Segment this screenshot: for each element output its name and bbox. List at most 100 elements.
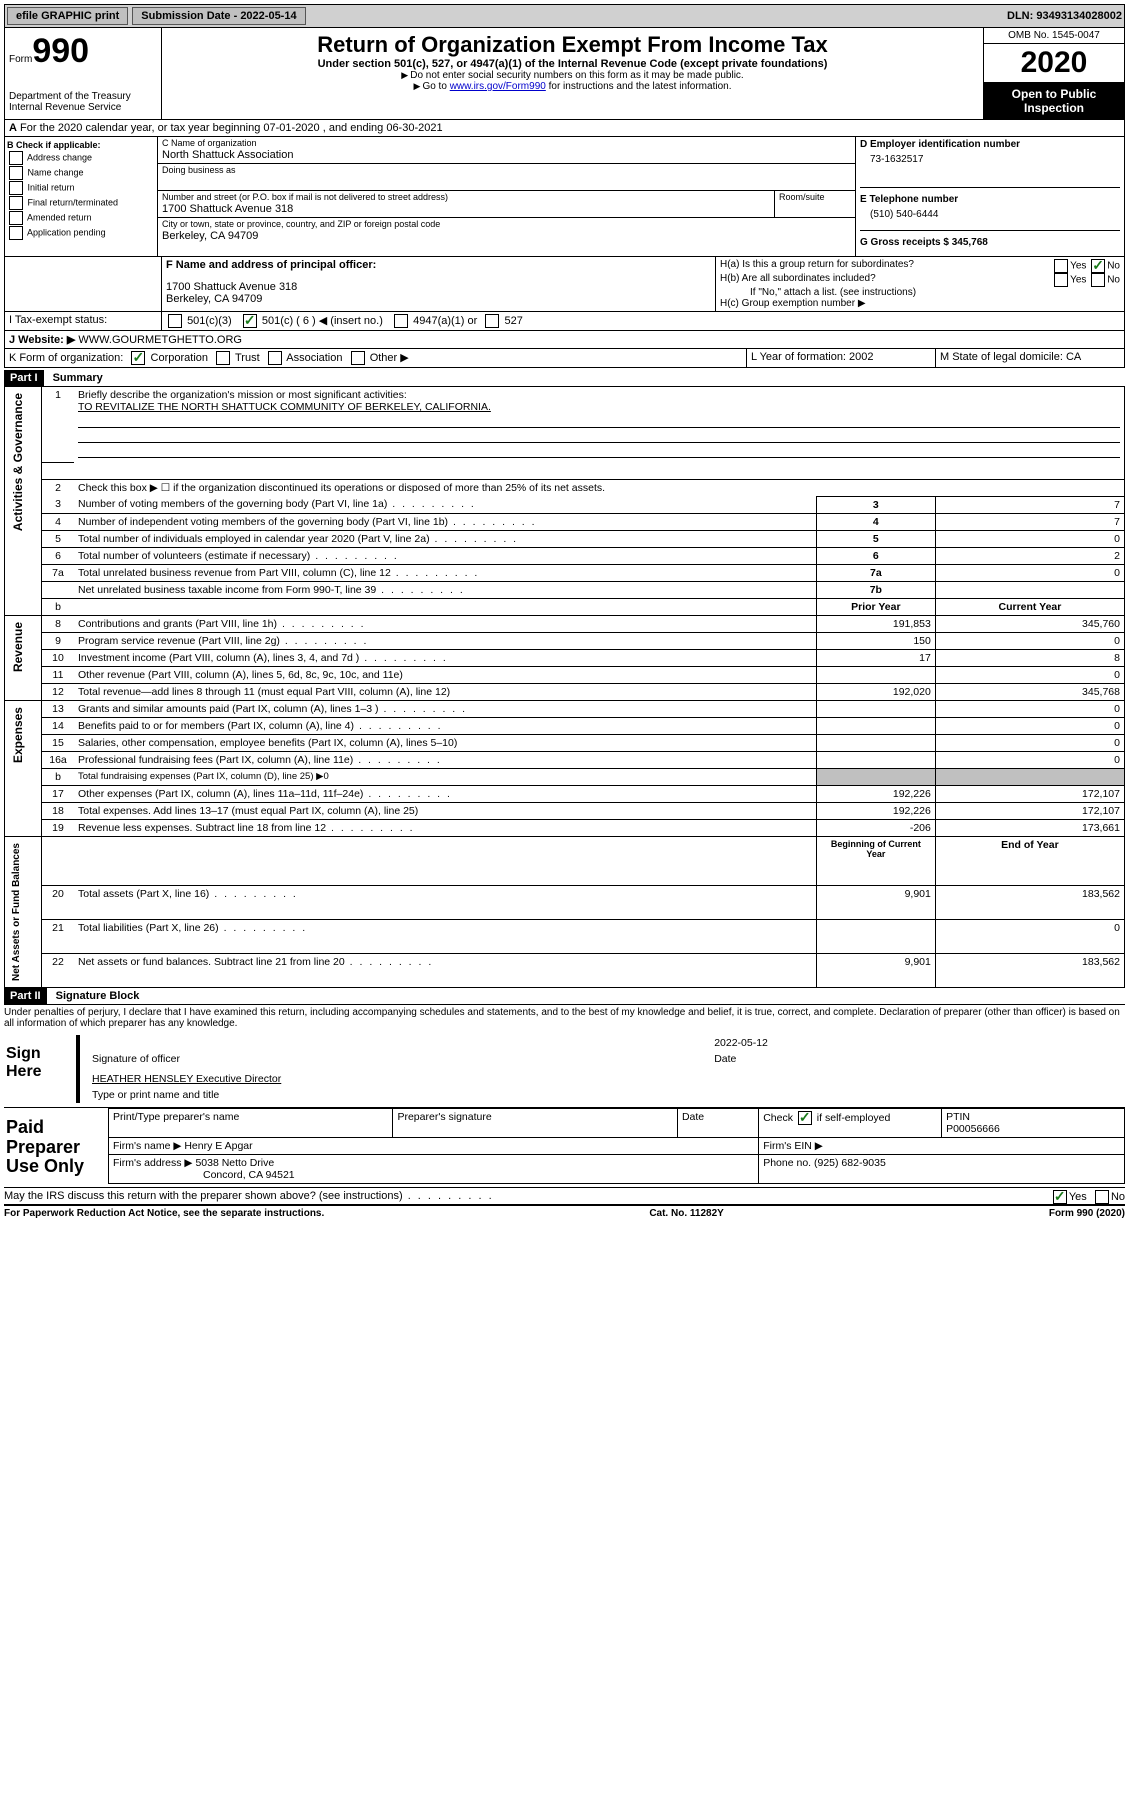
- officer-name: HEATHER HENSLEY Executive Director: [92, 1073, 281, 1085]
- row17-cy: 172,107: [935, 785, 1124, 802]
- org-name: North Shattuck Association: [158, 149, 855, 163]
- row5-text: Total number of individuals employed in …: [78, 533, 430, 545]
- officer-addr1: 1700 Shattuck Avenue 318: [166, 281, 711, 293]
- sign-here-label: Sign Here: [4, 1035, 76, 1091]
- col-begin-year: Beginning of Current Year: [816, 836, 935, 886]
- row19-cy: 173,661: [935, 819, 1124, 836]
- trust-label: Trust: [235, 352, 260, 364]
- omb-number: OMB No. 1545-0047: [984, 28, 1124, 44]
- ha-no-checkbox[interactable]: [1091, 259, 1105, 273]
- amended-return-checkbox[interactable]: [9, 211, 23, 225]
- row11-py: [816, 666, 935, 683]
- self-employed-checkbox[interactable]: [798, 1111, 812, 1125]
- discuss-yes-checkbox[interactable]: [1053, 1190, 1067, 1204]
- corp-checkbox[interactable]: [131, 351, 145, 365]
- row17-text: Other expenses (Part IX, column (A), lin…: [78, 788, 363, 800]
- firm-ein-label: Firm's EIN ▶: [759, 1137, 1125, 1154]
- other-checkbox[interactable]: [351, 351, 365, 365]
- side-activities: Activities & Governance: [9, 389, 27, 535]
- yes-label2: Yes: [1070, 275, 1086, 286]
- row5-lab: 5: [816, 530, 935, 547]
- section-i: I Tax-exempt status: 501(c)(3) 501(c) ( …: [4, 312, 1125, 331]
- hb-no-checkbox[interactable]: [1091, 273, 1105, 287]
- trust-checkbox[interactable]: [216, 351, 230, 365]
- other-label: Other ▶: [370, 352, 409, 364]
- form-org-label: K Form of organization:: [9, 352, 123, 364]
- tax-year: 2020: [984, 44, 1124, 83]
- website-value: WWW.GOURMETGHETTO.ORG: [75, 334, 242, 346]
- addr-value: 1700 Shattuck Avenue 318: [158, 203, 774, 217]
- 501c3-checkbox[interactable]: [168, 314, 182, 328]
- ein-label: D Employer identification number: [860, 139, 1120, 150]
- footer-right: Form 990 (2020): [1049, 1208, 1125, 1219]
- row12-text: Total revenue—add lines 8 through 11 (mu…: [78, 686, 450, 698]
- yes-label: Yes: [1070, 261, 1086, 272]
- q2-text: Check this box ▶ ☐ if the organization d…: [74, 479, 1125, 496]
- hb-yes-checkbox[interactable]: [1054, 273, 1068, 287]
- addr-change-label: Address change: [27, 152, 92, 162]
- initial-return-label: Initial return: [28, 182, 75, 192]
- part2-badge: Part II: [4, 988, 47, 1004]
- website-label: J Website: ▶: [9, 334, 75, 346]
- row13-text: Grants and similar amounts paid (Part IX…: [78, 703, 379, 715]
- row18-cy: 172,107: [935, 802, 1124, 819]
- submission-date-button[interactable]: Submission Date - 2022-05-14: [132, 7, 305, 25]
- officer-label: F Name and address of principal officer:: [166, 259, 711, 271]
- row4-val: 7: [935, 513, 1124, 530]
- row6-lab: 6: [816, 547, 935, 564]
- name-change-checkbox[interactable]: [9, 166, 23, 180]
- discuss-no-checkbox[interactable]: [1095, 1190, 1109, 1204]
- row13-cy: 0: [935, 700, 1124, 717]
- row16a-cy: 0: [935, 751, 1124, 768]
- efile-button[interactable]: efile GRAPHIC print: [7, 7, 128, 25]
- row19-py: -206: [816, 819, 935, 836]
- no-label2: No: [1107, 275, 1120, 286]
- dept-treasury: Department of the Treasury: [9, 91, 157, 102]
- instr-link: Go to www.irs.gov/Form990 for instructio…: [166, 81, 979, 92]
- row13-py: [816, 700, 935, 717]
- discuss-row: May the IRS discuss this return with the…: [4, 1187, 1125, 1206]
- row22-text: Net assets or fund balances. Subtract li…: [78, 956, 345, 968]
- 527-checkbox[interactable]: [485, 314, 499, 328]
- initial-return-checkbox[interactable]: [9, 181, 23, 195]
- col-current-year: Current Year: [935, 598, 1124, 615]
- row7a-val: 0: [935, 564, 1124, 581]
- 4947-checkbox[interactable]: [394, 314, 408, 328]
- final-return-label: Final return/terminated: [28, 197, 119, 207]
- assoc-checkbox[interactable]: [268, 351, 282, 365]
- final-return-checkbox[interactable]: [9, 196, 23, 210]
- firm-name-label: Firm's name ▶: [113, 1140, 181, 1152]
- row16a-py: [816, 751, 935, 768]
- instr-ssn: Do not enter social security numbers on …: [166, 70, 979, 81]
- 501c-checkbox[interactable]: [243, 314, 257, 328]
- row12-py: 192,020: [816, 683, 935, 700]
- app-pending-checkbox[interactable]: [9, 226, 23, 240]
- part1-badge: Part I: [4, 370, 44, 386]
- form990-link[interactable]: www.irs.gov/Form990: [450, 81, 546, 92]
- addr-change-checkbox[interactable]: [9, 151, 23, 165]
- type-name-label: Type or print name and title: [88, 1087, 1125, 1103]
- part2-header-row: Part II Signature Block: [4, 988, 1125, 1004]
- col-prior-year: Prior Year: [816, 598, 935, 615]
- dln-label: DLN: 93493134028002: [1007, 10, 1122, 22]
- form-header: Form990 Department of the Treasury Inter…: [4, 28, 1125, 120]
- ha-yes-checkbox[interactable]: [1054, 259, 1068, 273]
- discuss-text: May the IRS discuss this return with the…: [4, 1190, 494, 1202]
- top-toolbar: efile GRAPHIC print Submission Date - 20…: [4, 4, 1125, 28]
- 501c3-label: 501(c)(3): [187, 315, 232, 327]
- row7a-text: Total unrelated business revenue from Pa…: [78, 567, 391, 579]
- officer-addr2: Berkeley, CA 94709: [166, 293, 711, 305]
- row21-cy: 0: [935, 920, 1124, 954]
- row19-text: Revenue less expenses. Subtract line 18 …: [78, 822, 326, 834]
- row9-py: 150: [816, 632, 935, 649]
- row15-cy: 0: [935, 734, 1124, 751]
- ptin-value: P00056666: [946, 1123, 1120, 1135]
- paid-preparer-section: Paid Preparer Use Only Print/Type prepar…: [4, 1107, 1125, 1187]
- row3-val: 7: [935, 496, 1124, 513]
- gross-receipts: G Gross receipts $ 345,768: [860, 231, 1120, 254]
- page-footer: For Paperwork Reduction Act Notice, see …: [4, 1208, 1125, 1219]
- row17-py: 192,226: [816, 785, 935, 802]
- hc-label: H(c) Group exemption number ▶: [720, 298, 1120, 309]
- row12-cy: 345,768: [935, 683, 1124, 700]
- part2-title: Signature Block: [50, 988, 146, 1004]
